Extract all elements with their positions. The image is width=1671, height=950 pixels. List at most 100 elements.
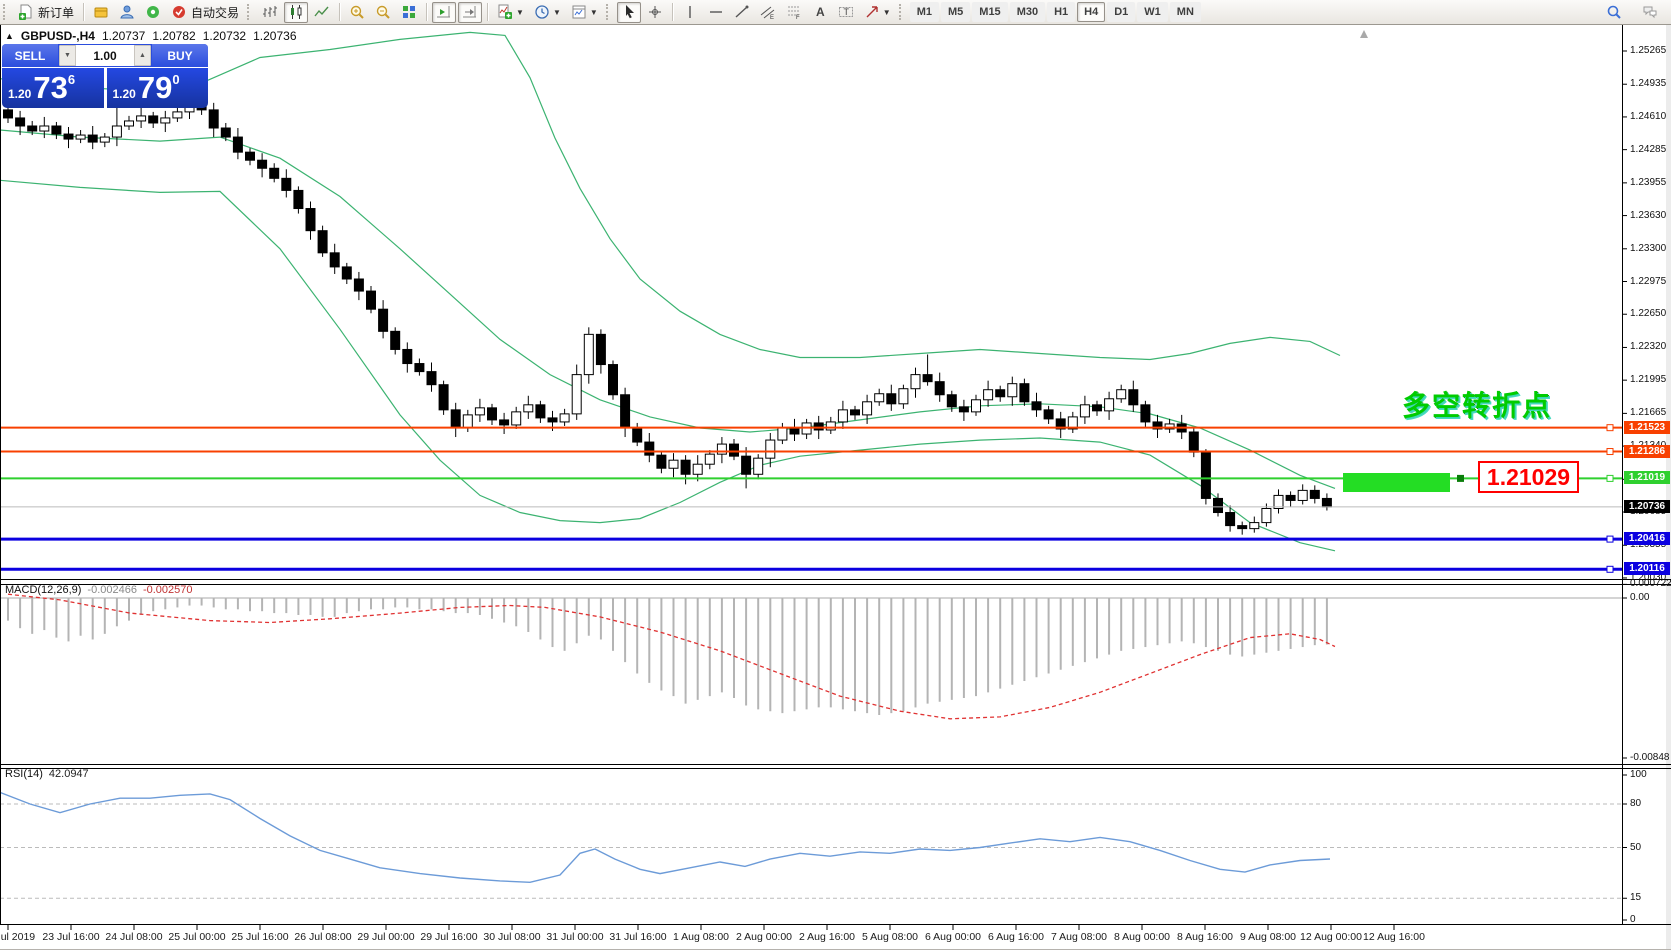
text-label-button[interactable]: T <box>834 2 858 23</box>
macd-value: -0.002466 <box>87 584 137 596</box>
chart-canvas[interactable] <box>0 24 1671 950</box>
indicators-icon <box>498 4 513 19</box>
collapse-panel-icon[interactable]: ▲ <box>5 31 14 41</box>
candle-body <box>1188 431 1199 453</box>
price-tag-1.21523: 1.21523 <box>1624 420 1670 434</box>
timeframe-d1-button[interactable]: D1 <box>1107 2 1136 22</box>
candle-body <box>862 401 873 416</box>
candle-body <box>898 388 909 405</box>
symbol-period-label: GBPUSD-,H4 <box>20 29 95 43</box>
hline-anchor-marker <box>1606 424 1614 432</box>
new-order-button[interactable]: 新订单 <box>14 2 78 23</box>
candle-body <box>305 208 316 232</box>
svg-text:T: T <box>843 7 849 17</box>
candle-body <box>474 407 485 416</box>
candle-body <box>958 406 969 413</box>
candle-body <box>15 117 26 127</box>
candle-body <box>1031 401 1042 411</box>
bar-chart-button[interactable] <box>258 2 282 23</box>
trendline-icon <box>735 5 749 18</box>
candle-body <box>329 252 340 268</box>
tile-windows-button[interactable] <box>397 2 421 23</box>
arrows-button[interactable]: ▼ <box>860 2 895 23</box>
price-tag-1.21286: 1.21286 <box>1624 444 1670 458</box>
timeframe-m1-button[interactable]: M1 <box>909 2 939 22</box>
candle-body <box>1200 451 1211 499</box>
zoom-in-button[interactable] <box>345 2 369 23</box>
fibonacci-button[interactable]: F <box>782 2 806 23</box>
price-callout-text: 1.21029 <box>1486 463 1571 490</box>
autotrade-button[interactable]: 自动交易 <box>167 2 243 23</box>
rsi-axis-label: 50 <box>1630 841 1642 853</box>
signals-button[interactable] <box>141 2 165 23</box>
highlight-rectangle[interactable] <box>1343 473 1450 492</box>
hline-drag-marker <box>1457 474 1464 482</box>
profile-button[interactable] <box>115 2 139 23</box>
zoom-out-button[interactable] <box>371 2 395 23</box>
toolbar-grip <box>898 4 905 20</box>
time-axis-label: 1 Aug 08:00 <box>672 931 730 943</box>
volume-decrease-button[interactable]: ▼ <box>59 45 76 66</box>
timeframe-h1-button[interactable]: H1 <box>1047 2 1076 22</box>
market-button[interactable] <box>89 2 113 23</box>
candle-body <box>269 167 280 179</box>
candle-chart-icon <box>291 5 302 19</box>
autotrade-label: 自动交易 <box>191 5 240 20</box>
candle-body <box>704 453 715 465</box>
templates-button[interactable]: ▼ <box>567 2 602 23</box>
chart-shift-button[interactable] <box>458 1 483 23</box>
auto-scroll-icon <box>437 6 451 18</box>
time-axis-label: 23 Jul 2019 <box>0 931 36 943</box>
cursor-button[interactable] <box>616 1 641 23</box>
auto-scroll-button[interactable] <box>432 1 457 23</box>
time-axis-label: 31 Jul 16:00 <box>609 931 667 943</box>
buy-price-display[interactable]: 1.20 79 0 <box>106 68 208 108</box>
line-chart-button[interactable] <box>310 2 334 23</box>
candle-body <box>136 115 147 122</box>
chat-button[interactable] <box>1638 2 1662 23</box>
market-icon <box>94 7 108 18</box>
price-callout-box[interactable]: 1.21029 <box>1478 461 1579 493</box>
candle-body <box>1321 497 1332 508</box>
sell-button[interactable]: SELL <box>2 44 58 67</box>
search-button[interactable] <box>1602 2 1626 23</box>
rsi-header: RSI(14) 42.0947 <box>5 768 89 780</box>
periods-button[interactable]: ▼ <box>530 2 565 23</box>
trendline-button[interactable] <box>730 2 754 23</box>
time-axis-label: 2 Aug 16:00 <box>798 931 856 943</box>
vertical-line-button[interactable] <box>678 2 702 23</box>
macd-axis-label: -0.00848 <box>1630 752 1670 763</box>
candle-body <box>777 427 788 441</box>
price-axis-tick: 1.23955 <box>1630 176 1667 188</box>
toolbar-grip <box>3 4 9 20</box>
timeframe-m30-button[interactable]: M30 <box>1009 2 1046 22</box>
timeframe-m5-button[interactable]: M5 <box>941 2 971 22</box>
text-button[interactable]: A <box>808 2 832 23</box>
volume-increase-button[interactable]: ▲ <box>134 45 151 66</box>
crosshair-button[interactable] <box>643 2 667 23</box>
candle-body <box>39 125 50 132</box>
candle-body <box>789 427 800 435</box>
equidistant-channel-button[interactable]: E <box>756 2 780 23</box>
timeframe-m15-button[interactable]: M15 <box>972 2 1008 22</box>
buy-button[interactable]: BUY <box>152 44 208 67</box>
sell-price-display[interactable]: 1.20 73 6 <box>2 68 104 108</box>
price-axis-tick: 1.23300 <box>1630 242 1667 254</box>
horizontal-line-button[interactable] <box>704 2 728 23</box>
timeframe-h4-button[interactable]: H4 <box>1077 2 1106 22</box>
candle-body <box>160 117 171 124</box>
candle-body <box>1104 398 1115 412</box>
toolbar-separator <box>339 3 341 21</box>
candle-body <box>571 374 582 415</box>
rsi-title: RSI(14) <box>5 768 43 780</box>
time-axis-label: 8 Aug 00:00 <box>1113 931 1171 943</box>
candle-body <box>414 363 425 373</box>
timeframe-w1-button[interactable]: W1 <box>1137 2 1168 22</box>
candle-chart-button[interactable] <box>284 1 309 23</box>
timeframe-mn-button[interactable]: MN <box>1169 2 1201 22</box>
turning-point-annotation[interactable]: 多空转折点 <box>1402 390 1553 421</box>
indicators-button[interactable]: ▼ <box>493 2 528 23</box>
search-icon <box>1607 5 1621 19</box>
bar-chart-icon <box>263 6 278 17</box>
volume-input[interactable] <box>76 45 134 66</box>
